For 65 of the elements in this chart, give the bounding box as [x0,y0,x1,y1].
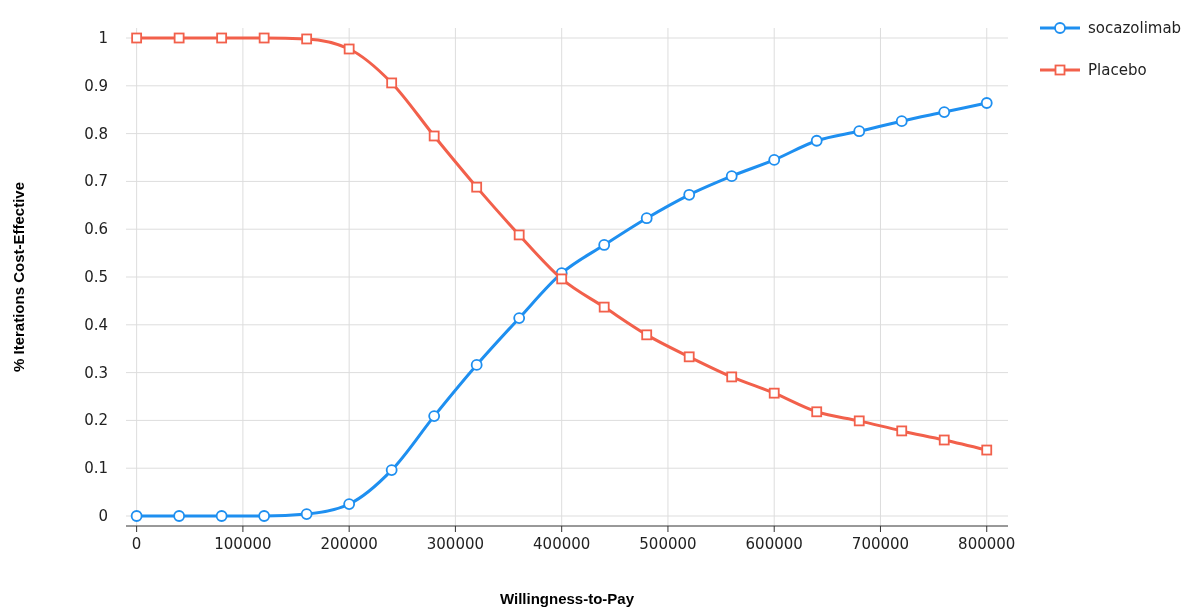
x-tick-label: 300000 [426,535,485,553]
y-tick-label: 0.6 [84,220,108,239]
y-tick-label: 0.2 [84,411,108,430]
point [598,239,611,251]
point [768,153,781,166]
point [471,181,483,193]
point [216,32,228,44]
point [215,510,228,522]
x-tick-label: 800000 [958,535,1016,553]
point [343,498,356,510]
point [428,130,440,142]
point [258,510,271,522]
x-tick-label: 100000 [214,535,272,553]
point [513,312,526,325]
y-tick-label: 0.8 [84,124,108,143]
point [385,464,398,477]
legend-label: Placebo [1088,61,1147,79]
y-tick-label: 0.7 [84,172,108,191]
point [725,170,738,183]
point [513,229,525,241]
point [895,115,908,128]
point [683,351,695,363]
y-tick-label: 0.4 [84,315,108,334]
point [853,415,865,427]
point [386,77,398,89]
point [470,359,483,371]
point [131,32,143,44]
x-tick-label: 600000 [745,535,803,553]
point [896,425,908,437]
point [300,508,313,520]
x-axis-title: Willingness-to-Pay [499,590,635,607]
point [938,106,951,118]
y-tick-label: 0 [98,507,108,525]
point [981,444,993,456]
x-tick-label: 700000 [851,535,910,553]
y-tick-label: 0.3 [84,363,108,382]
point [173,32,185,44]
point [343,43,355,55]
x-tick-label: 0 [131,535,142,553]
legend-label: socazolimab [1088,19,1182,37]
point [428,410,441,422]
point [641,329,653,341]
point [258,32,270,44]
point [301,33,313,45]
point [853,125,866,138]
y-tick-label: 0.1 [84,459,108,478]
x-tick-label: 400000 [533,535,591,553]
point [768,387,780,399]
point [938,434,950,446]
point [173,510,186,522]
point [598,301,610,313]
point [810,134,823,147]
point [556,273,568,285]
x-tick-label: 500000 [639,535,697,553]
point [980,97,993,109]
point [726,371,738,383]
point [811,406,823,418]
y-axis-title: % Iterations Cost-Effective [10,181,27,373]
point [130,510,143,522]
y-tick-label: 1 [98,29,108,47]
point [640,212,653,225]
x-tick-label: 200000 [320,535,378,553]
point [683,188,696,201]
y-tick-label: 0.9 [84,76,108,95]
y-tick-label: 0.5 [84,268,108,286]
